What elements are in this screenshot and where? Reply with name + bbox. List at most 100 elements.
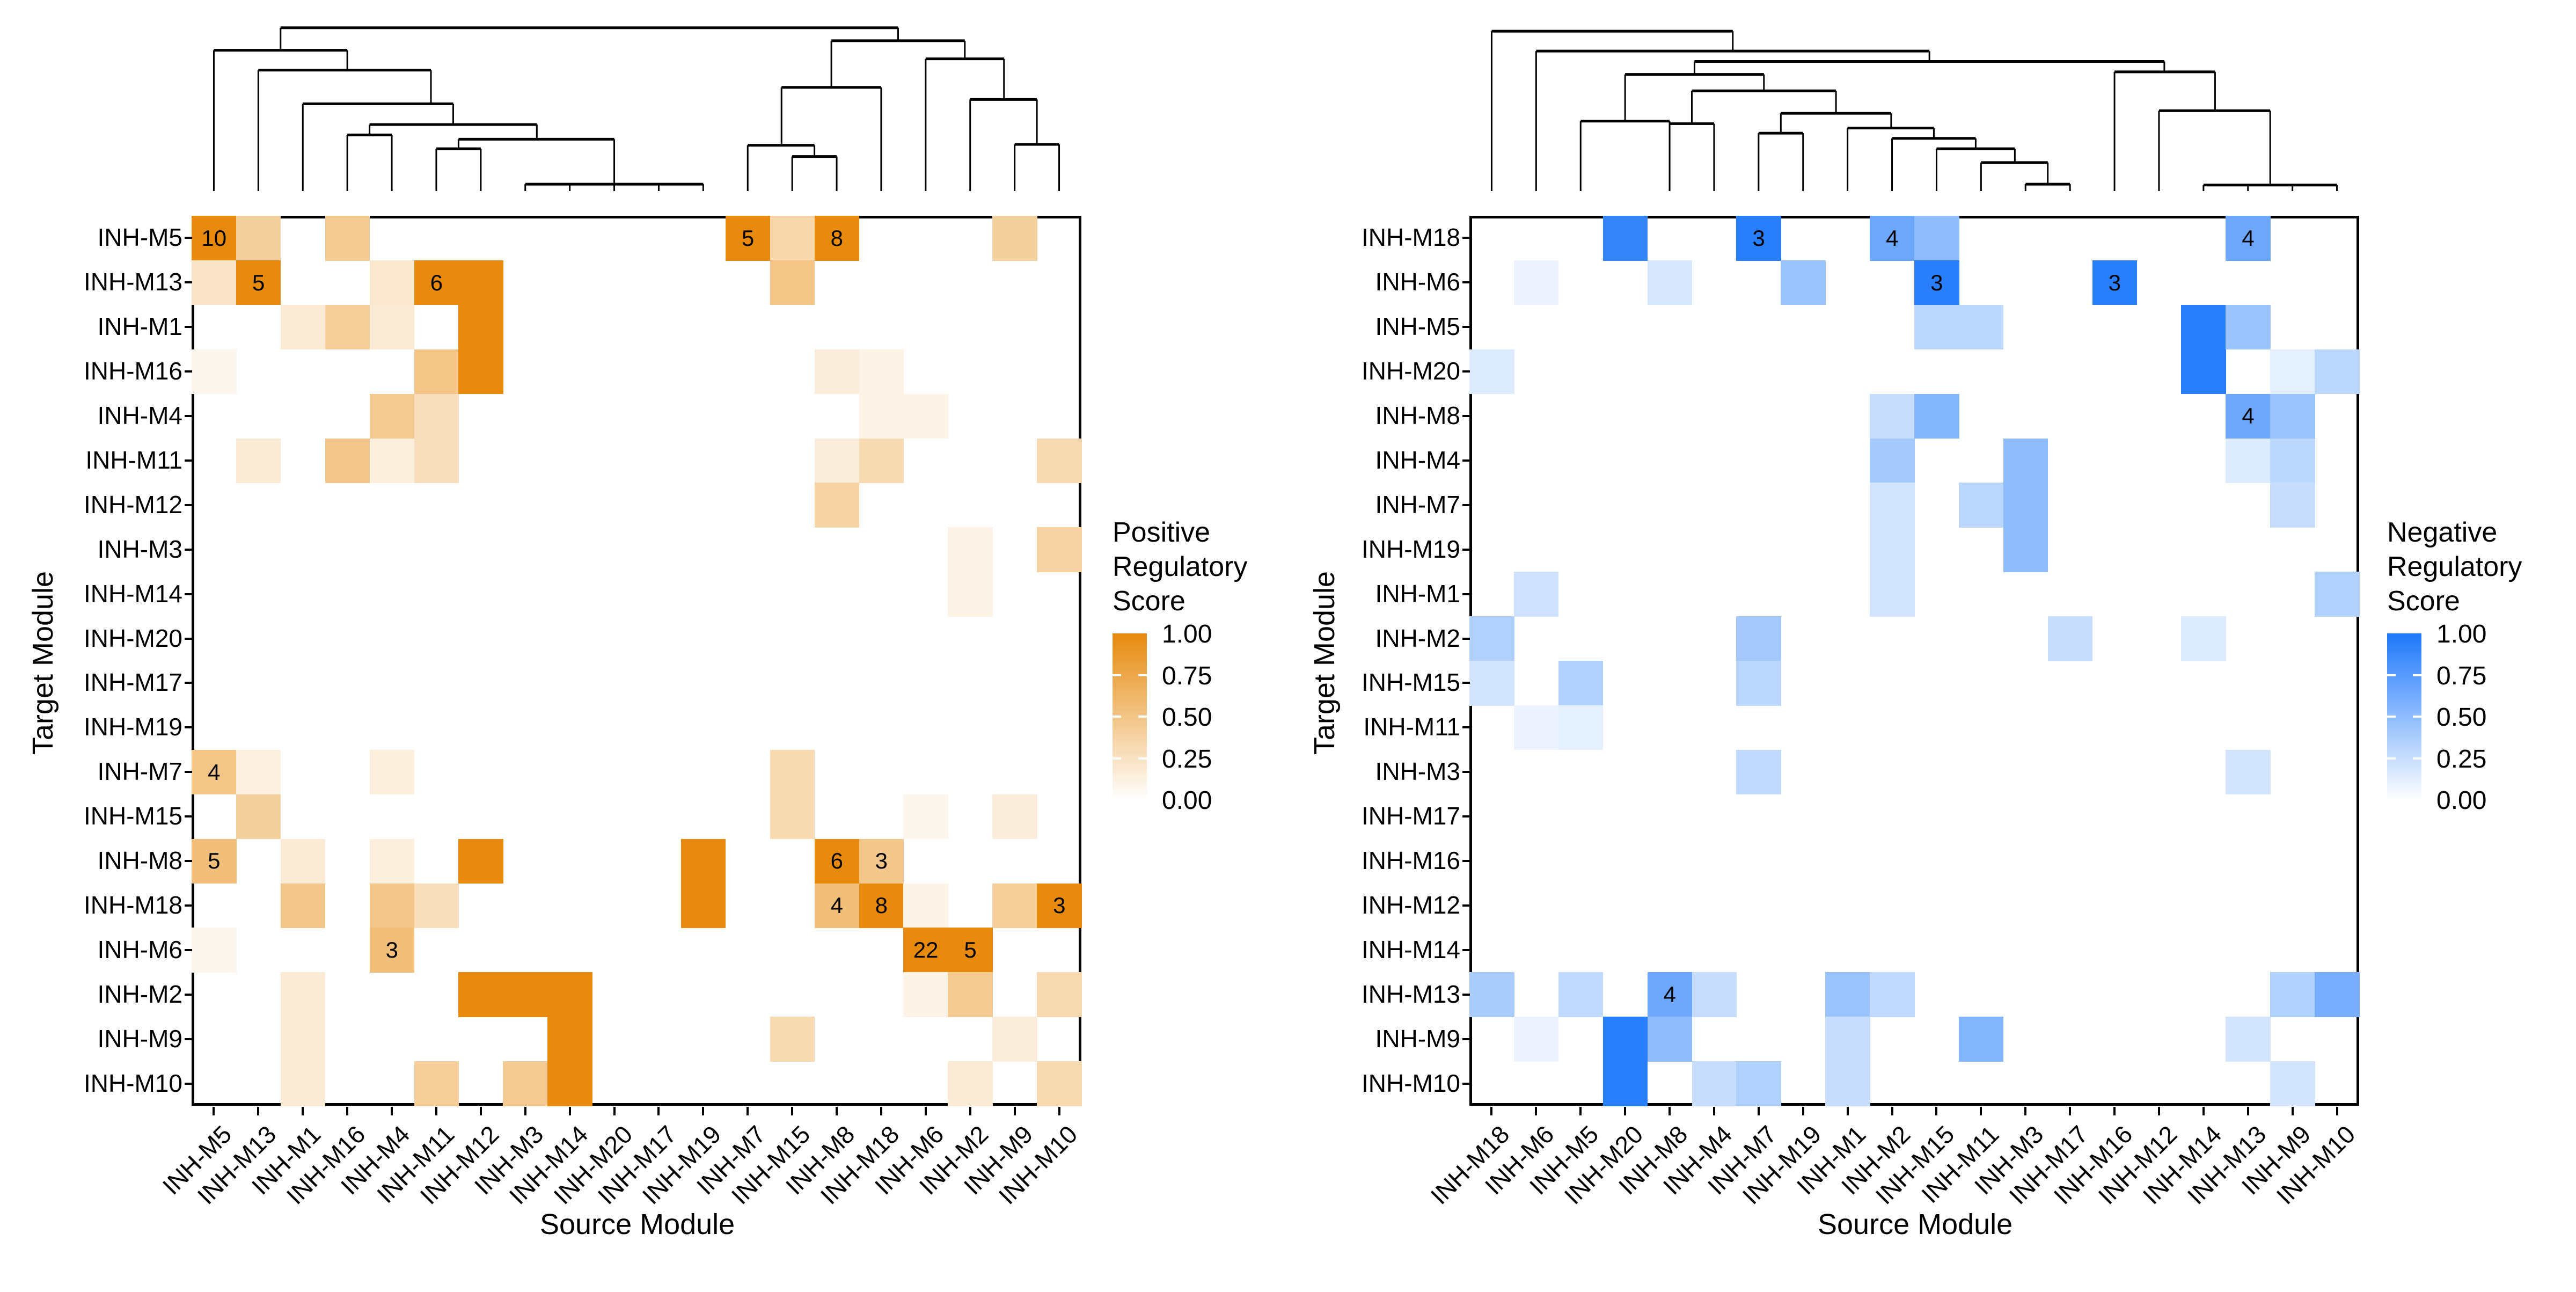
positive-y-axis-title: Target Module [27, 571, 59, 755]
cell-value-label: 4 [208, 759, 221, 785]
row-label: INH-M13 [83, 268, 182, 296]
heatmap-cell [325, 216, 370, 261]
heatmap-cell [1781, 260, 1826, 305]
y-axis-tick [1462, 548, 1470, 551]
y-axis-tick [185, 370, 192, 373]
heatmap-cell [280, 1017, 326, 1062]
row-label: INH-M14 [1361, 935, 1460, 963]
row-label: INH-M11 [85, 446, 182, 474]
row-label: INH-M12 [83, 490, 182, 519]
legend-tick-label: 1.00 [1162, 620, 1212, 648]
x-axis-tick [2202, 1107, 2205, 1115]
heatmap-cell [414, 260, 459, 305]
x-axis-tick [1891, 1107, 1893, 1115]
heatmap-cell [236, 438, 281, 483]
heatmap-cell [2270, 483, 2315, 528]
y-axis-tick [1462, 415, 1470, 418]
legend-tick-mark [2413, 757, 2421, 760]
cell-value-label: 3 [1752, 225, 1765, 251]
row-label: INH-M12 [1361, 890, 1460, 919]
heatmap-cell [859, 393, 904, 439]
legend-tick-label: 1.00 [2436, 620, 2487, 648]
legend-tick-label: 0.25 [2436, 744, 2487, 773]
x-axis-tick [257, 1107, 260, 1115]
heatmap-cell [1958, 304, 2004, 350]
heatmap-cell [2315, 349, 2360, 395]
heatmap-cell [414, 438, 459, 483]
heatmap-cell [280, 972, 326, 1017]
heatmap-cell [192, 928, 237, 973]
heatmap-cell [1037, 438, 1082, 483]
y-axis-tick [1462, 726, 1470, 729]
cell-value-label: 5 [252, 269, 265, 295]
heatmap-cell [814, 883, 860, 928]
legend-tick-mark [2387, 674, 2396, 676]
y-axis-tick [1462, 281, 1470, 284]
heatmap-cell [1692, 972, 1737, 1017]
x-axis-tick [391, 1107, 393, 1115]
heatmap-cell [458, 838, 503, 884]
heatmap-cell [2226, 304, 2271, 350]
heatmap-cell [770, 749, 815, 795]
heatmap-cell [2003, 438, 2048, 483]
x-axis-tick [2069, 1107, 2072, 1115]
heatmap-cell [1958, 1017, 2004, 1062]
heatmap-cell [1736, 1061, 1781, 1106]
cell-value-label: 6 [430, 269, 443, 295]
cell-value-label: 4 [1663, 982, 1677, 1008]
heatmap-cell [414, 393, 459, 439]
row-label: INH-M15 [1361, 668, 1460, 697]
y-axis-tick [1462, 1038, 1470, 1040]
cell-value-label: 10 [201, 225, 227, 251]
heatmap-cell [369, 749, 415, 795]
heatmap-cell [1513, 1017, 1559, 1062]
heatmap-cell [236, 749, 281, 795]
x-axis-tick [346, 1107, 349, 1115]
legend-tick-label: 0.75 [1162, 661, 1212, 690]
cell-value-label: 22 [913, 937, 939, 963]
legend-tick-mark [2413, 674, 2421, 676]
row-label: INH-M18 [1361, 223, 1460, 252]
heatmap-cell [280, 304, 326, 350]
cell-value-label: 3 [1930, 269, 1943, 295]
heatmap-cell [903, 393, 948, 439]
heatmap-cell [1736, 616, 1781, 661]
y-axis-tick [185, 682, 192, 684]
x-axis-tick [791, 1107, 794, 1115]
cell-value-label: 8 [875, 893, 888, 918]
x-axis-tick [302, 1107, 304, 1115]
row-label: INH-M1 [97, 312, 182, 341]
x-axis-tick [2246, 1107, 2249, 1115]
row-label: INH-M16 [1361, 846, 1460, 875]
negative-dendrogram [1490, 30, 2338, 191]
heatmap-cell [770, 260, 815, 305]
heatmap-cell [236, 216, 281, 261]
heatmap-cell [414, 883, 459, 928]
heatmap-cell [325, 304, 370, 350]
heatmap-cell [2315, 572, 2360, 617]
heatmap-cell [680, 883, 726, 928]
positive-heatmap: 10 5 8 5 6 4 5 6 3 4 8 3 3 22 5 [192, 216, 1082, 1106]
row-label: INH-M7 [1375, 490, 1460, 519]
y-axis-tick [185, 1082, 192, 1085]
heatmap-cell [369, 838, 415, 884]
row-label: INH-M6 [1375, 268, 1460, 296]
heatmap-cell [236, 260, 281, 305]
x-axis-tick [1535, 1107, 1538, 1115]
heatmap-cell [1037, 883, 1082, 928]
cell-value-label: 3 [385, 937, 399, 963]
heatmap-cell [1958, 483, 2004, 528]
cell-value-label: 3 [875, 848, 888, 874]
x-axis-tick [969, 1107, 971, 1115]
x-axis-tick [524, 1107, 526, 1115]
heatmap-cell [2181, 304, 2226, 350]
heatmap-cell [1513, 705, 1559, 750]
heatmap-cell [1469, 972, 1514, 1017]
heatmap-cell [725, 216, 771, 261]
cell-value-label: 4 [2242, 403, 2255, 429]
legend-tick-mark [2387, 757, 2396, 760]
y-axis-tick [185, 637, 192, 640]
row-label: INH-M8 [97, 846, 182, 875]
heatmap-cell [859, 438, 904, 483]
heatmap-cell [814, 349, 860, 395]
